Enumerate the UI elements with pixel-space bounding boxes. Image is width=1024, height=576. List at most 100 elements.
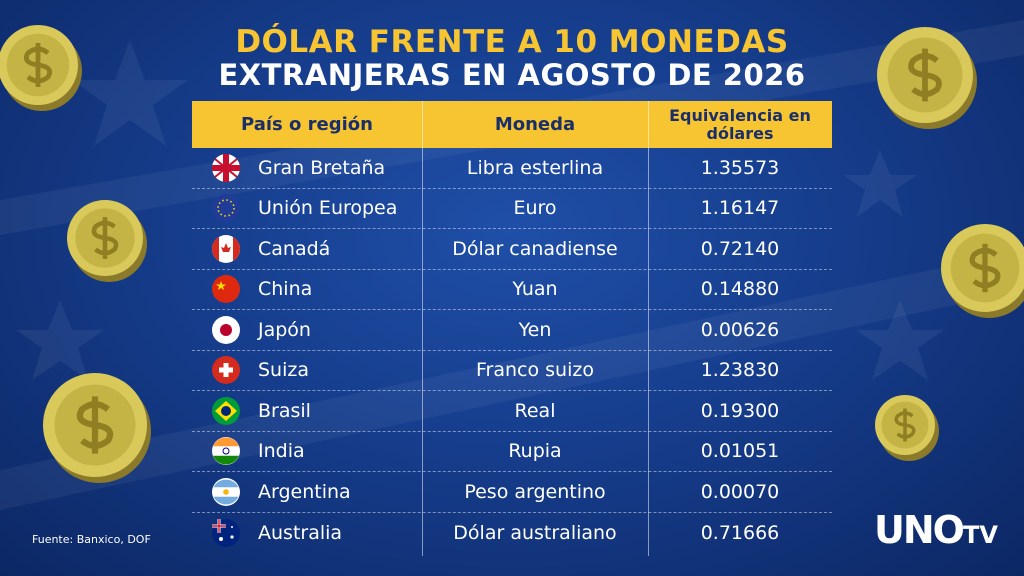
coin [875,395,939,461]
table-cell: 1.35573 [648,148,832,188]
table-cell: Canadá [192,229,422,269]
table-cell: Yen [422,310,648,350]
table: País o región Moneda Equivalencia en dól… [192,101,832,553]
cell-text: 0.14880 [700,278,780,301]
cell-text: Gran Bretaña [258,156,386,179]
cell-text: Euro [513,197,557,220]
table-row: Argentina Peso argentino 0.00070 [192,472,832,513]
coin [877,27,977,129]
coin [43,373,151,483]
table-cell: Peso argentino [422,472,648,512]
flag [212,356,240,385]
table-row: Suiza Franco suizo 1.23830 [192,351,832,391]
table-body: Gran Bretaña Libra esterlina 1.35573 Unión … [192,148,832,553]
table-cell: Brasil [192,391,422,431]
cell-text: Dólar australiano [453,521,617,544]
flag [212,396,240,425]
table-cell: Argentina [192,472,422,512]
cell-text: Dólar canadiense [452,237,618,260]
flag [212,194,240,223]
cell-text: 0.71666 [700,521,780,544]
cell-text: Yuan [512,278,558,301]
table-cell: Japón [192,310,422,350]
table-cell: Real [422,391,648,431]
cell-text: 0.01051 [700,440,780,463]
logo-main: UNO [874,508,965,552]
table-cell: 0.19300 [648,391,832,431]
cell-text: Japón [258,318,311,341]
table-cell: Dólar canadiense [422,229,648,269]
table-row: China Yuan 0.14880 [192,270,832,310]
table-cell: Franco suizo [422,351,648,391]
cell-text: Real [514,399,556,422]
coin [941,224,1024,318]
table-cell: 0.71666 [648,513,832,554]
table-cell: 0.14880 [648,270,832,310]
flag [212,477,240,506]
flag [212,518,240,547]
cell-text: Argentina [258,480,351,503]
table-row: Gran Bretaña Libra esterlina 1.35573 [192,148,832,189]
table-cell: 1.23830 [648,351,832,391]
coin [67,200,147,282]
table-cell: Euro [422,189,648,229]
cell-text: India [258,440,305,463]
table-cell: India [192,432,422,472]
cell-text: Libra esterlina [466,156,604,179]
cell-text: 1.16147 [700,197,780,220]
subtitle: EXTRANJERAS EN AGOSTO DE 2026 [218,58,806,92]
column-header: Equivalencia en dólares [669,105,811,143]
cell-text: Peso argentino [464,480,606,503]
column-header: Moneda [494,113,576,135]
table-row: India Rupia 0.01051 [192,432,832,472]
table-cell: Yuan [422,270,648,310]
table-cell: Dólar australiano [422,513,648,554]
flag [212,315,240,344]
table-row: Australia Dólar australiano 0.71666 [192,513,832,554]
cell-text: Suiza [258,359,309,382]
cell-text: 0.00626 [700,318,780,341]
logo-suffix: TV [962,521,998,549]
cell-text: China [258,278,313,301]
cell-text: Australia [258,521,343,544]
cell-text: 1.35573 [700,156,780,179]
table-cell: 0.00626 [648,310,832,350]
flag [212,437,240,466]
cell-text: 0.72140 [700,237,780,260]
cell-text: Franco suizo [476,359,594,382]
table-cell: 0.00070 [648,472,832,512]
cell-text: 0.00070 [700,480,780,503]
table-cell: 1.16147 [648,189,832,229]
flag [212,153,240,182]
cell-text: Rupia [508,440,562,463]
column-header: País o región [241,113,373,135]
cell-text: Unión Europea [258,197,398,220]
column-divider [422,101,423,556]
table-row: Japón Yen 0.00626 [192,310,832,351]
cell-text: Brasil [258,399,311,422]
table-cell: China [192,270,422,310]
cell-text: 0.19300 [700,399,780,422]
source: Fuente: Banxico, DOF [32,533,151,546]
table-row: Canadá Dólar canadiense 0.72140 [192,229,832,270]
table-row: Unión Europea Euro 1.16147 [192,189,832,229]
coin [0,25,82,111]
table-cell: 0.72140 [648,229,832,269]
logo: UNOTV [874,508,998,552]
cell-text: Canadá [258,237,331,260]
table-cell: Suiza [192,351,422,391]
table-cell: 0.01051 [648,432,832,472]
table-cell: Rupia [422,432,648,472]
flag [212,275,240,304]
cell-text: 1.23830 [700,359,780,382]
column-divider [648,101,649,556]
table-header: País o región Moneda Equivalencia en dól… [192,101,832,148]
flag [212,234,240,263]
table-row: Brasil Real 0.19300 [192,391,832,432]
title: DÓLAR FRENTE A 10 MONEDAS [235,24,789,60]
table-cell: Libra esterlina [422,148,648,188]
table-cell: Gran Bretaña [192,148,422,188]
table-cell: Australia [192,513,422,554]
table-cell: Unión Europea [192,189,422,229]
